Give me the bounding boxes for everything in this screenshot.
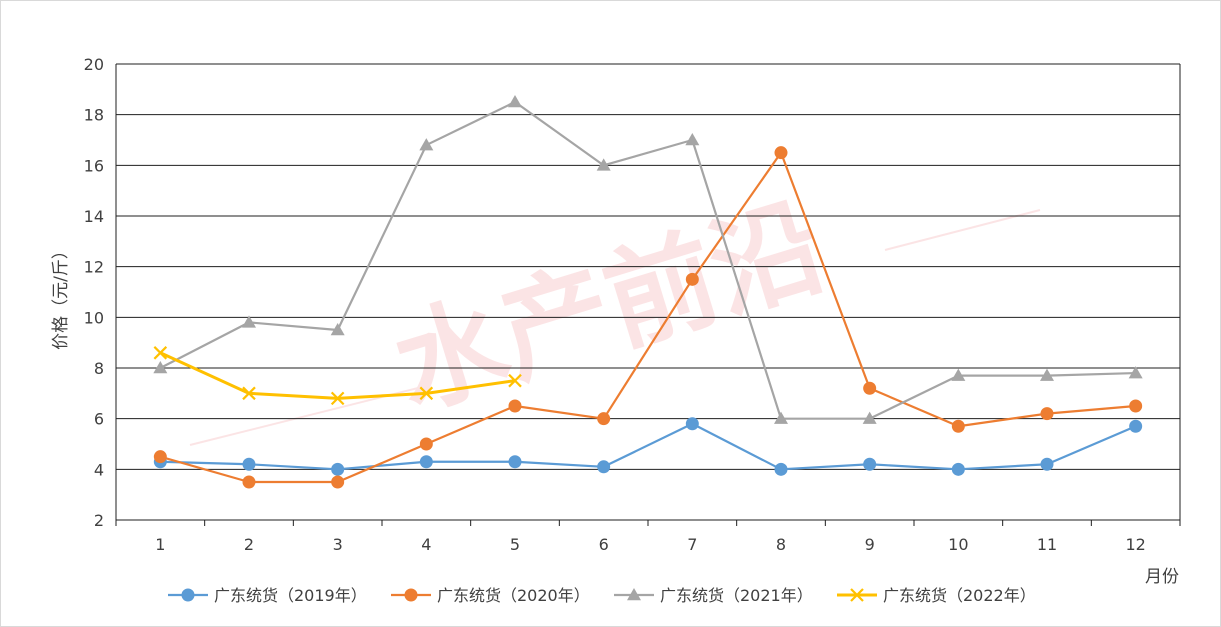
legend-label: 广东统货（2021年）	[660, 586, 813, 605]
x-tick-label: 6	[599, 535, 609, 554]
data-point	[774, 411, 788, 424]
data-point	[419, 437, 433, 451]
data-point	[153, 361, 168, 374]
data-point	[862, 411, 877, 424]
data-point	[330, 391, 345, 406]
series-4	[153, 346, 522, 406]
legend-swatch-marker-stroke-b	[850, 588, 864, 602]
watermark-stroke-right	[884, 209, 1041, 251]
data-point	[1128, 366, 1143, 379]
data-point	[331, 462, 345, 476]
data-point	[685, 272, 699, 286]
x-tick-label: 7	[687, 535, 697, 554]
data-point-stroke-b	[153, 346, 168, 360]
x-tick-label: 1	[155, 535, 165, 554]
legend-item: 广东统货（2019年）	[168, 586, 367, 605]
watermark-text: 水产前沿	[380, 182, 838, 433]
x-tick-label: 8	[776, 535, 786, 554]
legend-swatch-marker	[404, 588, 418, 602]
legend-item: 广东统货（2022年）	[837, 586, 1036, 605]
data-point	[774, 462, 788, 476]
data-point	[685, 133, 700, 146]
x-tick-label: 10	[948, 535, 968, 554]
data-point	[508, 373, 522, 388]
data-point	[330, 323, 345, 336]
data-point	[153, 450, 167, 464]
y-tick-label: 12	[84, 258, 104, 277]
data-point	[508, 95, 522, 108]
data-point	[153, 346, 168, 360]
series-line	[159, 100, 1136, 420]
series-group	[153, 95, 1143, 489]
legend-label: 广东统货（2022年）	[883, 586, 1036, 605]
x-tick-label: 9	[865, 535, 875, 554]
data-point	[331, 475, 345, 489]
data-point	[1040, 368, 1054, 381]
y-axis-label: 价格（元/斤）	[51, 242, 71, 350]
x-tick-label: 12	[1125, 535, 1145, 554]
data-point	[1129, 399, 1143, 413]
series-line	[160, 151, 1136, 484]
data-point-stroke-b	[242, 386, 256, 401]
legend-swatch-marker	[850, 588, 864, 602]
legend-label: 广东统货（2019年）	[214, 586, 367, 605]
series-3	[153, 95, 1143, 424]
x-tick-label: 3	[333, 535, 343, 554]
data-point	[242, 475, 256, 489]
series-1	[153, 417, 1143, 476]
data-point	[951, 368, 966, 381]
y-tick-label: 10	[84, 308, 104, 327]
data-point	[863, 381, 877, 395]
x-axis-label: 月份	[1145, 567, 1179, 587]
x-tick-label: 11	[1037, 535, 1057, 554]
data-point-stroke-b	[419, 386, 434, 401]
legend-swatch-marker	[627, 588, 641, 601]
data-point	[685, 417, 699, 431]
data-point	[863, 457, 877, 471]
data-point	[419, 455, 433, 469]
y-tick-label: 4	[94, 460, 104, 479]
data-point	[1040, 407, 1054, 421]
y-tick-label: 14	[84, 207, 104, 226]
data-point	[1040, 457, 1054, 471]
data-point	[419, 138, 434, 151]
data-point	[508, 455, 522, 469]
x-tick-label: 2	[244, 535, 254, 554]
data-point-stroke-b	[508, 373, 522, 388]
legend-swatch-marker	[181, 588, 195, 602]
legend-item: 广东统货（2021年）	[614, 586, 813, 605]
data-point	[774, 146, 788, 160]
data-point	[508, 399, 522, 413]
data-point	[951, 419, 965, 433]
data-point	[419, 386, 434, 401]
data-point	[242, 386, 256, 401]
y-tick-label: 20	[84, 55, 104, 74]
series-line	[160, 422, 1137, 471]
y-tick-label: 18	[84, 106, 104, 125]
y-tick-label: 8	[94, 359, 104, 378]
legend: 广东统货（2019年） 广东统货（2020年） 广东统货（2021年） 广东统货（20…	[168, 586, 1036, 605]
y-tick-label: 2	[94, 511, 104, 530]
data-point	[951, 462, 965, 476]
y-tick-label: 6	[94, 410, 104, 429]
data-point	[242, 457, 256, 471]
grid-lines	[116, 63, 1180, 521]
y-tick-label: 16	[84, 156, 104, 175]
data-point	[596, 158, 611, 171]
data-point-stroke-b	[330, 391, 345, 406]
data-point	[242, 315, 256, 328]
data-point	[597, 460, 611, 474]
data-point	[1129, 419, 1143, 433]
x-tick-label: 4	[421, 535, 431, 554]
legend-item: 广东统货（2020年）	[391, 586, 590, 605]
x-tick-label: 5	[510, 535, 520, 554]
data-point	[597, 412, 611, 426]
legend-label: 广东统货（2020年）	[437, 586, 590, 605]
series-2	[153, 146, 1143, 489]
